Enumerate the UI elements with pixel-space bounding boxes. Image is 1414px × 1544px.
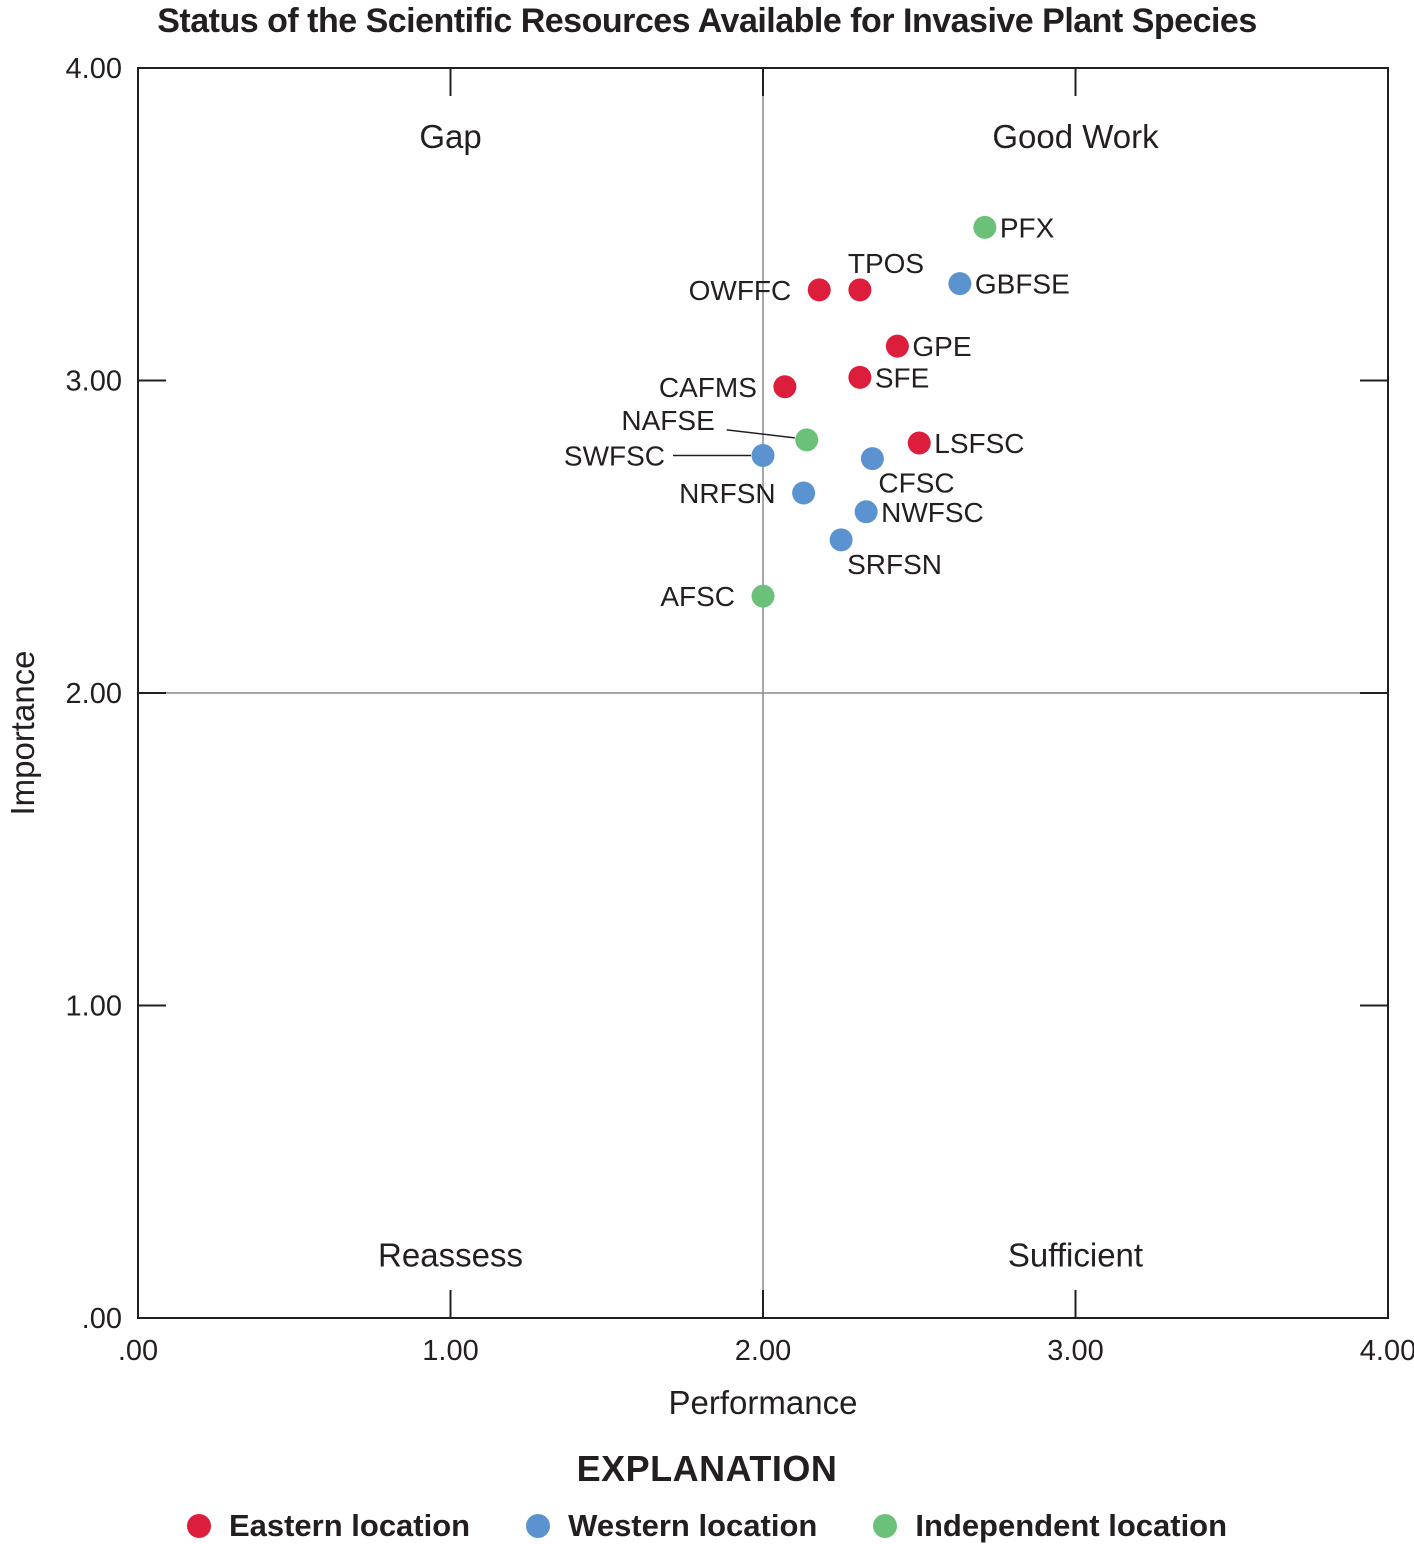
point-label-nafse: NAFSE xyxy=(621,405,714,436)
x-tick-label: 4.00 xyxy=(1360,1335,1414,1367)
point-label-tpos: TPOS xyxy=(848,248,924,279)
quadrant-label-sufficient: Sufficient xyxy=(1008,1237,1143,1274)
legend-item-independent: Independent location xyxy=(873,1508,1227,1544)
point-gpe xyxy=(885,334,909,358)
point-nafse xyxy=(795,428,819,452)
legend-swatch-eastern xyxy=(186,1514,211,1538)
point-afsc xyxy=(751,584,775,608)
point-label-nwfsc: NWFSC xyxy=(881,497,984,528)
point-owffc xyxy=(807,278,831,302)
point-srfsn xyxy=(829,528,853,552)
point-label-gpe: GPE xyxy=(912,331,971,362)
point-label-srfsn: SRFSN xyxy=(847,549,942,580)
point-label-sfe: SFE xyxy=(875,362,929,393)
point-cafms xyxy=(773,375,797,399)
x-tick-label: 3.00 xyxy=(1047,1335,1103,1367)
point-cfsc xyxy=(860,447,884,471)
y-tick-label: .00 xyxy=(82,1303,122,1335)
chart-title: Status of the Scientific Resources Avail… xyxy=(157,2,1257,40)
point-label-afsc: AFSC xyxy=(660,581,735,612)
y-tick-label: 4.00 xyxy=(66,53,122,85)
point-label-pfx: PFX xyxy=(1000,212,1055,243)
legend-label-western: Western location xyxy=(568,1508,818,1543)
y-tick-label: 1.00 xyxy=(66,991,122,1023)
point-label-cafms: CAFMS xyxy=(659,372,757,403)
x-tick-label: .00 xyxy=(118,1335,158,1367)
legend-item-western: Western location xyxy=(526,1508,817,1544)
legend-label-eastern: Eastern location xyxy=(228,1508,471,1543)
quadrant-label-reassess: Reassess xyxy=(378,1237,523,1274)
y-tick-label: 2.00 xyxy=(66,678,122,710)
point-lsfsc xyxy=(907,431,931,455)
label-leader-nafse xyxy=(726,429,795,439)
x-tick-label: 1.00 xyxy=(422,1335,478,1367)
legend-title: EXPLANATION xyxy=(576,1448,838,1489)
point-nrfsn xyxy=(792,481,816,505)
point-label-nrfsn: NRFSN xyxy=(679,478,775,509)
legend-item-eastern: Eastern location xyxy=(186,1508,471,1544)
point-label-lsfsc: LSFSC xyxy=(934,428,1024,459)
point-swfsc xyxy=(751,444,775,467)
legend: EXPLANATION Eastern location Western loc… xyxy=(0,1448,1414,1544)
legend-label-independent: Independent location xyxy=(915,1508,1228,1543)
point-nwfsc xyxy=(854,500,878,524)
point-label-owffc: OWFFC xyxy=(689,275,792,306)
point-label-cfsc: CFSC xyxy=(878,468,954,499)
point-label-swfsc: SWFSC xyxy=(564,441,665,472)
legend-items: Eastern location Western location Indepe… xyxy=(0,1508,1414,1544)
point-tpos xyxy=(848,278,872,302)
legend-swatch-independent xyxy=(873,1514,898,1538)
quadrant-label-good-work: Good Work xyxy=(992,118,1159,155)
x-tick-label: 2.00 xyxy=(735,1335,791,1367)
point-gbfse xyxy=(948,272,972,296)
scatter-chart: .00 1.00 2.00 3.00 4.00 .00 1.00 2.00 3.00 4.00 Pe… xyxy=(4,53,1414,1421)
y-tick-label: 3.00 xyxy=(66,366,122,398)
point-pfx xyxy=(973,215,997,239)
legend-swatch-western xyxy=(526,1514,551,1538)
quadrant-label-gap: Gap xyxy=(419,118,481,155)
y-axis-title: Importance xyxy=(4,650,41,815)
x-axis-title: Performance xyxy=(669,1384,858,1421)
point-label-gbfse: GBFSE xyxy=(975,269,1070,300)
point-sfe xyxy=(848,365,872,389)
